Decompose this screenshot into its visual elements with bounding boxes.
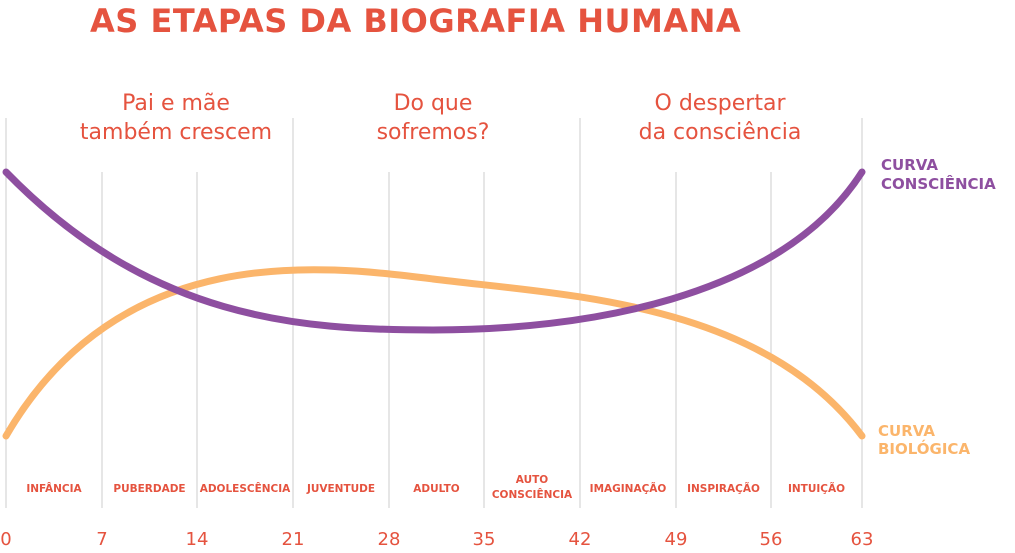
age-tick-label: 49 [665,529,688,550]
age-tick-label: 28 [378,529,401,550]
section-heading: O despertar [655,91,787,116]
age-tick-label: 21 [282,529,305,550]
section-heading: Do que [394,91,473,116]
age-tick-label: 35 [473,529,496,550]
stage-label: ADULTO [413,483,459,495]
stage-label: INFÂNCIA [26,482,82,495]
stage-label: ADOLESCÊNCIA [200,482,291,495]
curva-consciencia-line [2,168,866,334]
age-tick-label: 56 [760,529,783,550]
age-tick-label: 63 [851,529,874,550]
section-heading: Pai e mãe [122,91,230,116]
stage-label: JUVENTUDE [306,483,375,495]
age-tick-label: 14 [186,529,209,550]
stage-label: PUBERDADE [113,483,185,495]
age-tick-label: 7 [96,529,107,550]
age-tick-label: 0 [0,529,11,550]
stage-label: IMAGINAÇÃO [590,482,667,495]
page-title: AS ETAPAS DA BIOGRAFIA HUMANA [90,2,742,40]
curva-consciencia-label: CURVA [881,156,938,174]
age-tick-label: 42 [569,529,592,550]
curva-biologica-label: CURVA [878,422,935,440]
curva-biologica-line [2,266,866,440]
curva-consciencia-label: CONSCIÊNCIA [881,174,996,193]
section-heading: sofremos? [377,120,490,145]
stage-label: AUTO [516,474,548,486]
stage-label: INTUIÇÃO [788,482,845,495]
stage-label: CONSCIÊNCIA [492,488,573,501]
curva-biologica-label: BIOLÓGICA [878,439,970,458]
section-heading: da consciência [639,120,802,145]
stage-label: INSPIRAÇÃO [687,482,760,495]
section-heading: também crescem [80,120,272,145]
